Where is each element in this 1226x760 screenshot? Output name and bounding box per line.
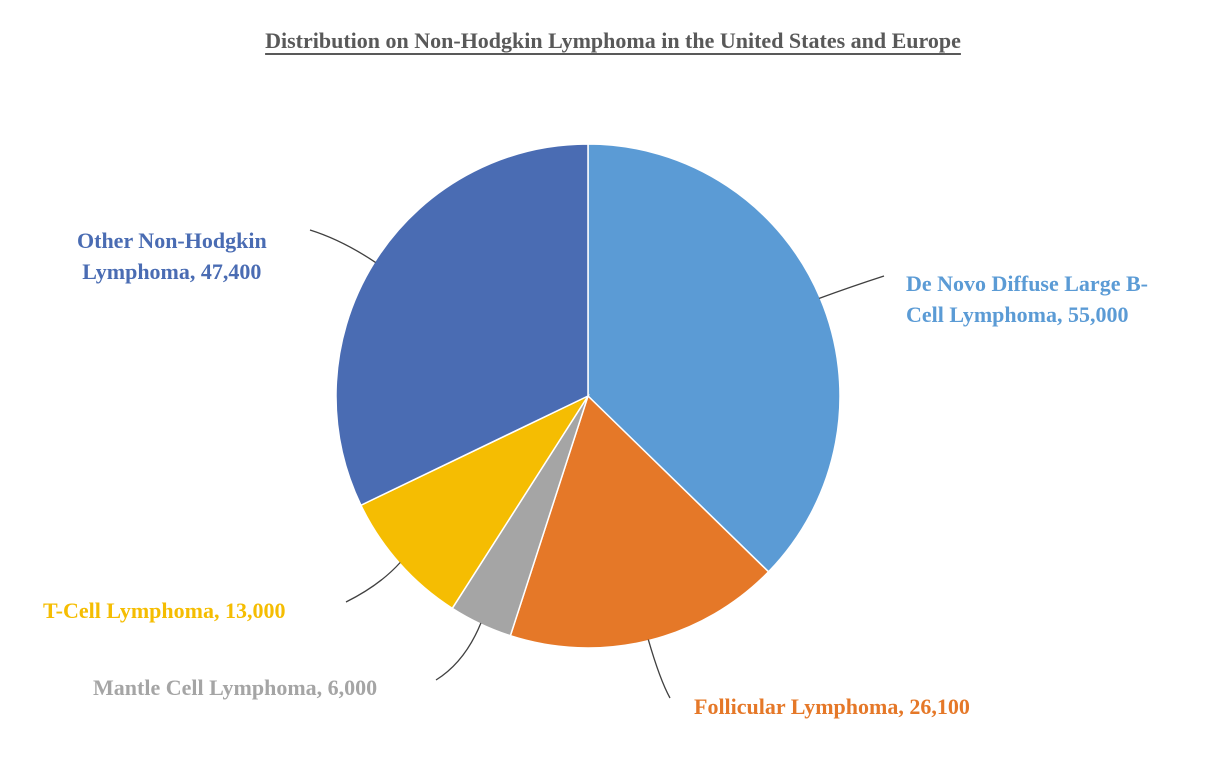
data-label-other-nhl-line-1: Other Non-Hodgkin [77,228,267,253]
data-label-other-nhl: Other Non-Hodgkin Lymphoma, 47,400 [77,225,267,287]
leader-line-mantle-cell [435,622,482,681]
leader-line-other-nhl [309,229,376,263]
data-label-t-cell: T-Cell Lymphoma, 13,000 [43,595,285,626]
leader-line-dlbcl [818,275,885,300]
leader-lines [309,229,885,699]
data-label-mantle-cell-line-1: Mantle Cell Lymphoma, 6,000 [93,675,378,700]
data-label-follicular-line-1: Follicular Lymphoma, 26,100 [694,694,970,719]
leader-line-t-cell [345,562,401,603]
data-label-mantle-cell: Mantle Cell Lymphoma, 6,000 [93,672,377,703]
pie-slices [335,143,841,649]
data-label-t-cell-line-1: T-Cell Lymphoma, 13,000 [43,598,286,623]
data-label-dlbcl-line-2: Cell Lymphoma, 55,000 [906,302,1129,327]
chart-title: Distribution on Non-Hodgkin Lymphoma in … [265,28,961,53]
data-label-other-nhl-line-2: Lymphoma, 47,400 [82,259,262,284]
data-label-dlbcl-line-1: De Novo Diffuse Large B- [906,271,1148,296]
data-label-dlbcl: De Novo Diffuse Large B- Cell Lymphoma, … [906,268,1148,330]
leader-line-follicular [647,639,671,699]
data-label-follicular: Follicular Lymphoma, 26,100 [694,691,970,722]
